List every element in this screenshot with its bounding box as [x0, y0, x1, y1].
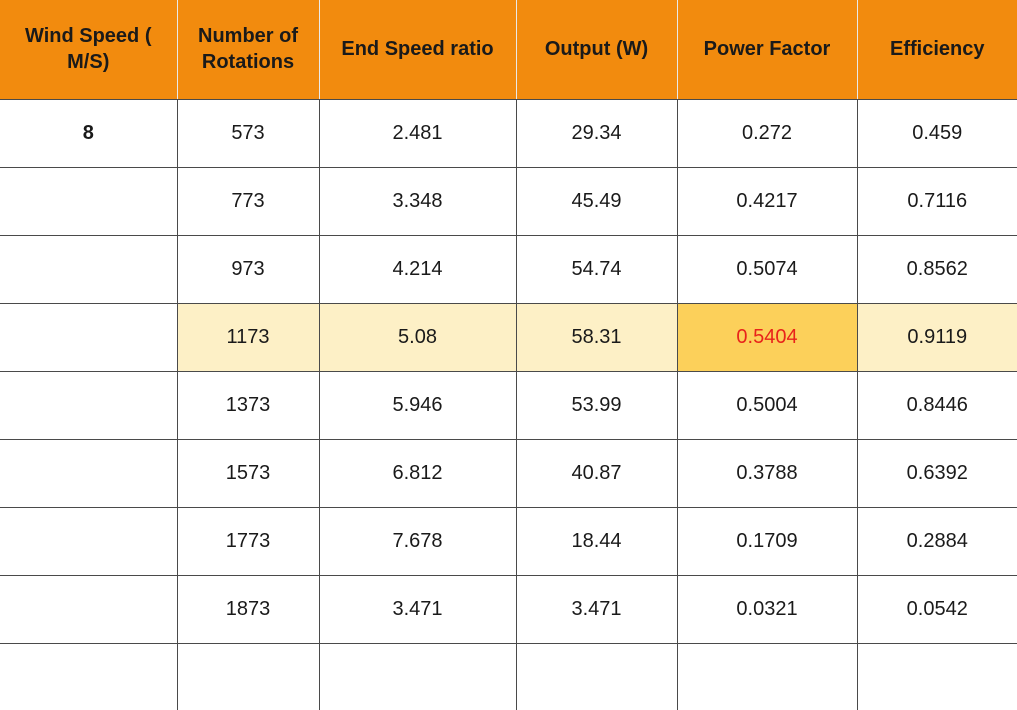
cell-power-factor: 0.4217	[676, 167, 857, 236]
table-row: 773 3.348 45.49 0.4217 0.7116	[0, 167, 1017, 236]
table-body: 8 573 2.481 29.34 0.272 0.459 773 3.348 45.49 0.4…	[0, 99, 1017, 710]
header-wind-speed: Wind Speed ( M/S)	[0, 0, 177, 100]
table-row	[0, 643, 1017, 710]
cell-wind-speed	[0, 303, 177, 372]
cell-efficiency: 0.8446	[856, 371, 1017, 440]
cell-end-speed-ratio: 5.946	[318, 371, 516, 440]
cell-rotations: 1573	[176, 439, 319, 508]
cell-efficiency: 0.0542	[856, 575, 1017, 644]
cell-output: 58.31	[515, 303, 677, 372]
cell-rotations: 573	[176, 99, 319, 168]
cell-power-factor: 0.1709	[676, 507, 857, 576]
cell-efficiency: 0.2884	[856, 507, 1017, 576]
header-number-of-rotations: Number of Rotations	[176, 0, 319, 100]
cell-rotations: 1173	[176, 303, 319, 372]
cell-rotations: 973	[176, 235, 319, 304]
cell-efficiency: 0.8562	[856, 235, 1017, 304]
cell-power-factor: 0.5004	[676, 371, 857, 440]
cell-output: 45.49	[515, 167, 677, 236]
cell-efficiency: 0.459	[856, 99, 1017, 168]
cell-output: 29.34	[515, 99, 677, 168]
cell-output: 53.99	[515, 371, 677, 440]
cell-wind-speed	[0, 235, 177, 304]
header-row: Wind Speed ( M/S) Number of Rotations En…	[0, 0, 1017, 100]
cell-power-factor: 0.5404	[676, 303, 857, 372]
cell-power-factor	[676, 643, 857, 710]
cell-end-speed-ratio: 3.348	[318, 167, 516, 236]
header-efficiency: Efficiency	[856, 0, 1017, 100]
cell-power-factor: 0.5074	[676, 235, 857, 304]
header-end-speed-ratio: End Speed ratio	[318, 0, 516, 100]
cell-wind-speed	[0, 439, 177, 508]
cell-rotations: 773	[176, 167, 319, 236]
cell-end-speed-ratio	[318, 643, 516, 710]
cell-rotations: 1373	[176, 371, 319, 440]
cell-output: 40.87	[515, 439, 677, 508]
cell-wind-speed: 8	[0, 99, 177, 168]
table-row: 1873 3.471 3.471 0.0321 0.0542	[0, 575, 1017, 644]
cell-end-speed-ratio: 5.08	[318, 303, 516, 372]
cell-efficiency: 0.9119	[856, 303, 1017, 372]
cell-output: 18.44	[515, 507, 677, 576]
cell-efficiency	[856, 643, 1017, 710]
header-power-factor: Power Factor	[676, 0, 857, 100]
cell-end-speed-ratio: 4.214	[318, 235, 516, 304]
table-row: 1173 5.08 58.31 0.5404 0.9119	[0, 303, 1017, 372]
table-row: 1373 5.946 53.99 0.5004 0.8446	[0, 371, 1017, 440]
cell-power-factor: 0.272	[676, 99, 857, 168]
cell-wind-speed	[0, 507, 177, 576]
cell-output	[515, 643, 677, 710]
cell-power-factor: 0.0321	[676, 575, 857, 644]
cell-wind-speed	[0, 575, 177, 644]
table-row: 1573 6.812 40.87 0.3788 0.6392	[0, 439, 1017, 508]
cell-efficiency: 0.7116	[856, 167, 1017, 236]
table-row: 8 573 2.481 29.34 0.272 0.459	[0, 99, 1017, 168]
table-header: Wind Speed ( M/S) Number of Rotations En…	[0, 0, 1017, 100]
cell-power-factor: 0.3788	[676, 439, 857, 508]
cell-end-speed-ratio: 7.678	[318, 507, 516, 576]
cell-rotations: 1873	[176, 575, 319, 644]
cell-output: 54.74	[515, 235, 677, 304]
cell-efficiency: 0.6392	[856, 439, 1017, 508]
cell-end-speed-ratio: 3.471	[318, 575, 516, 644]
cell-rotations: 1773	[176, 507, 319, 576]
table-row: 973 4.214 54.74 0.5074 0.8562	[0, 235, 1017, 304]
cell-end-speed-ratio: 6.812	[318, 439, 516, 508]
cell-wind-speed	[0, 167, 177, 236]
cell-wind-speed	[0, 643, 177, 710]
cell-end-speed-ratio: 2.481	[318, 99, 516, 168]
cell-rotations	[176, 643, 319, 710]
header-output: Output (W)	[515, 0, 677, 100]
table-row: 1773 7.678 18.44 0.1709 0.2884	[0, 507, 1017, 576]
cell-wind-speed	[0, 371, 177, 440]
cell-output: 3.471	[515, 575, 677, 644]
